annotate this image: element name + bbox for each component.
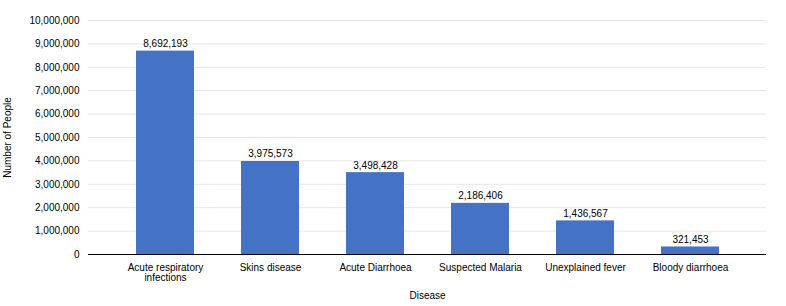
svg-text:10,000,000: 10,000,000 (29, 15, 79, 26)
svg-text:3,975,573: 3,975,573 (248, 148, 293, 159)
svg-text:Suspected Malaria: Suspected Malaria (439, 262, 522, 273)
svg-text:Acute respiratoryinfections: Acute respiratoryinfections (128, 262, 204, 283)
svg-text:6,000,000: 6,000,000 (35, 108, 80, 119)
svg-text:1,000,000: 1,000,000 (35, 225, 80, 236)
svg-text:8,000,000: 8,000,000 (35, 62, 80, 73)
svg-text:Disease: Disease (409, 290, 446, 301)
svg-text:0: 0 (74, 249, 80, 260)
svg-text:2,000,000: 2,000,000 (35, 202, 80, 213)
svg-text:321,453: 321,453 (672, 234, 709, 245)
svg-text:3,000,000: 3,000,000 (35, 179, 80, 190)
svg-text:5,000,000: 5,000,000 (35, 132, 80, 143)
svg-text:Unexplained fever: Unexplained fever (545, 262, 626, 273)
svg-text:Skins disease: Skins disease (240, 262, 302, 273)
svg-text:1,436,567: 1,436,567 (563, 208, 608, 219)
svg-text:7,000,000: 7,000,000 (35, 85, 80, 96)
svg-text:Number of People: Number of People (2, 97, 13, 178)
svg-text:Bloody diarrhoea: Bloody diarrhoea (653, 262, 729, 273)
svg-text:9,000,000: 9,000,000 (35, 38, 80, 49)
svg-text:Acute Diarrhoea: Acute Diarrhoea (339, 262, 412, 273)
svg-text:2,186,406: 2,186,406 (458, 190, 503, 201)
svg-text:8,692,193: 8,692,193 (143, 38, 188, 49)
svg-text:4,000,000: 4,000,000 (35, 155, 80, 166)
svg-text:3,498,428: 3,498,428 (353, 160, 398, 171)
